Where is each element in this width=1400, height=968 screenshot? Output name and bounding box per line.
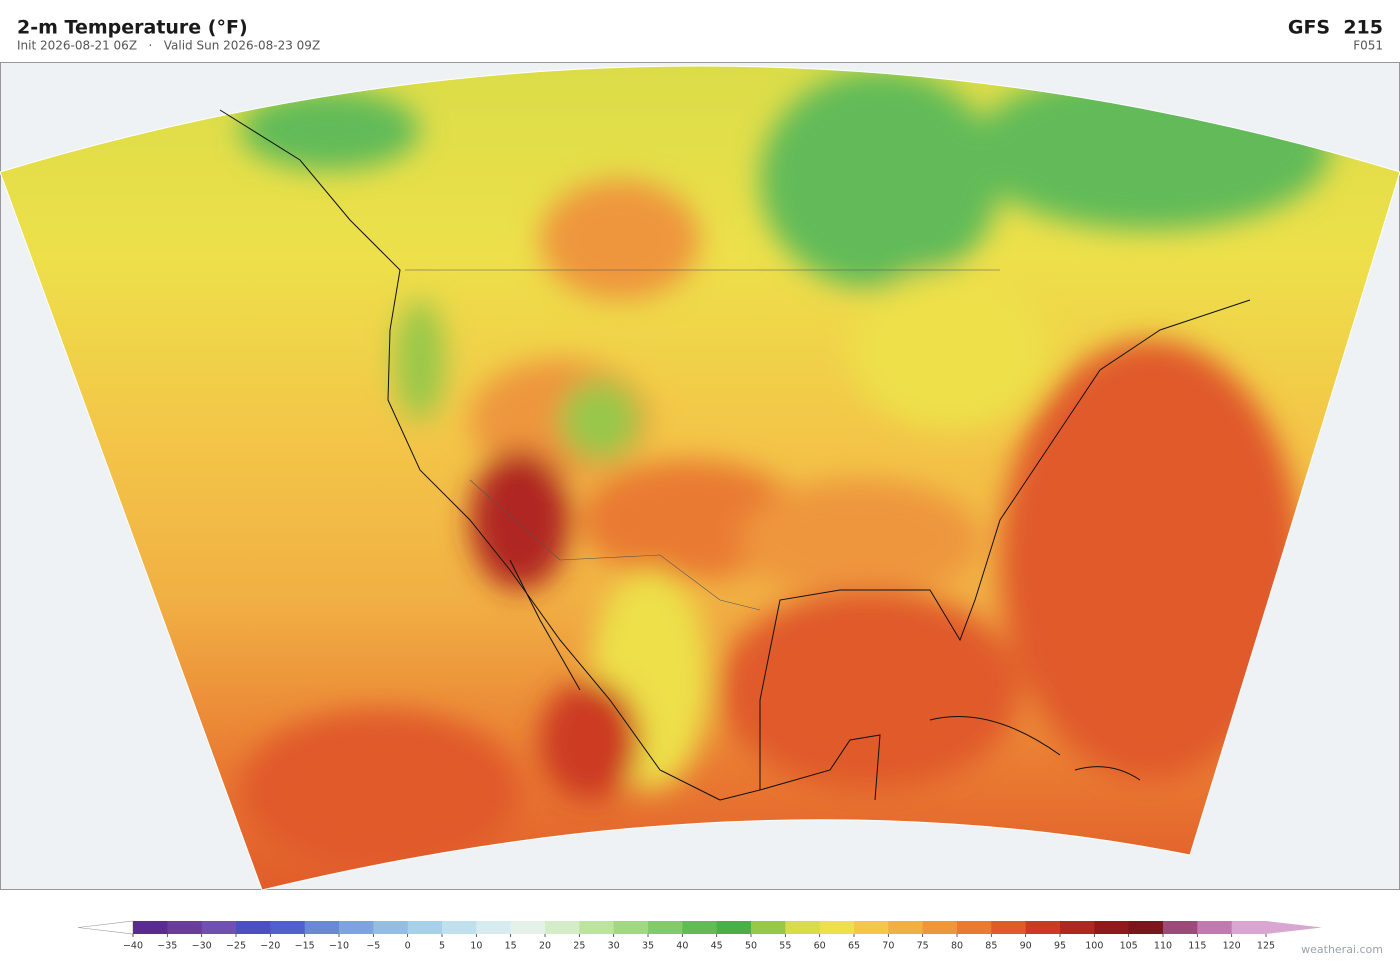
colorbar-bin: [1197, 921, 1233, 934]
colorbar-tick-label: 55: [779, 941, 791, 952]
colorbar-bin: [1060, 921, 1095, 934]
colorbar-tick-label: 105: [1120, 941, 1138, 952]
colorbar-bin: [133, 921, 168, 934]
forecast-hour: F051: [1353, 39, 1383, 53]
colorbar-tick-label: −5: [366, 941, 380, 952]
colorbar-bin: [682, 921, 718, 934]
colorbar-bin: [510, 921, 546, 934]
model-name: GFS 215: [1288, 17, 1383, 39]
colorbar-bin: [957, 921, 992, 934]
borders: [405, 269, 1000, 611]
temperature-field: [0, 66, 1400, 890]
colorbar-tick-label: −30: [192, 941, 212, 952]
colorbar-tick-label: 120: [1223, 941, 1241, 952]
colorbar-bin: [167, 921, 203, 934]
colorbar-tick-label: 65: [848, 941, 860, 952]
colorbar-tick-label: 0: [405, 941, 411, 952]
colorbar-bin: [545, 921, 580, 934]
colorbar-tick-label: 85: [985, 941, 997, 952]
colorbar-tick-label: −35: [157, 941, 177, 952]
colorbar-tick-label: 80: [951, 941, 963, 952]
colorbar: −40 −35 −30 −25 −20 −15 −10 −5 0 5 10 15 20 25 30 35 40 4…: [77, 920, 1322, 952]
colorbar-tick-label: 45: [711, 941, 723, 952]
colorbar-tick-label: −25: [226, 941, 246, 952]
colorbar-bin: [751, 921, 786, 934]
colorbar-under: [77, 920, 134, 935]
colorbar-bin: [476, 921, 512, 934]
colorbar-bin: [270, 921, 306, 934]
colorbar-tick-label: 115: [1188, 941, 1206, 952]
colorbar-bin: [1025, 921, 1061, 934]
colorbar-tick-label: 75: [917, 941, 929, 952]
colorbar-bin: [442, 921, 477, 934]
colorbar-tick-label: 70: [882, 941, 894, 952]
colorbar-bin: [407, 921, 443, 934]
colorbar-tick-label: 110: [1154, 941, 1172, 952]
colorbar-bin: [991, 921, 1027, 934]
watermark: weatherai.com: [1301, 943, 1383, 956]
colorbar-tick-label: 40: [676, 941, 688, 952]
colorbar-tick-label: −20: [260, 941, 280, 952]
colorbar-bin: [854, 921, 889, 934]
colorbar-tick-label: 10: [470, 941, 482, 952]
colorbar-bin: [373, 921, 409, 934]
map-title: 2-m Temperature (°F): [17, 17, 248, 39]
colorbar-bin: [716, 921, 752, 934]
colorbar-bin: [922, 921, 958, 934]
colorbar-bin: [1128, 921, 1164, 934]
colorbar-bin: [819, 921, 855, 934]
coastlines: [219, 109, 1251, 801]
colorbar-tick-label: 50: [745, 941, 757, 952]
colorbar-bin: [1094, 921, 1130, 934]
domain-edge: [0, 65, 1400, 891]
colorbar-bin: [201, 921, 237, 934]
colorbar-tick-label: −40: [123, 941, 143, 952]
colorbar-bin: [1231, 921, 1267, 934]
colorbar-over: [1266, 921, 1322, 934]
colorbar-bin: [236, 921, 271, 934]
colorbar-tick-label: 35: [642, 941, 654, 952]
colorbar-tick-label: −15: [295, 941, 315, 952]
map: [0, 62, 1400, 891]
colorbar-tick-label: 30: [608, 941, 620, 952]
colorbar-bin: [613, 921, 649, 934]
colorbar-tick-label: 95: [1054, 941, 1066, 952]
colorbar-bin: [648, 921, 683, 934]
colorbar-tick-label: 25: [573, 941, 585, 952]
colorbar-tick-label: −10: [329, 941, 349, 952]
colorbar-bin: [888, 921, 924, 934]
colorbar-bin: [339, 921, 374, 934]
colorbar-tick-label: 5: [439, 941, 445, 952]
colorbar-bin: [304, 921, 340, 934]
colorbar-bin: [579, 921, 615, 934]
colorbar-tick-label: 90: [1020, 941, 1032, 952]
colorbar-tick-label: 100: [1085, 941, 1103, 952]
colorbar-tick-label: 20: [539, 941, 551, 952]
colorbar-tick-label: 125: [1257, 941, 1275, 952]
colorbar-tick-label: 60: [814, 941, 826, 952]
map-subtitle: Init 2026-08-21 06Z · Valid Sun 2026-08-…: [17, 39, 320, 53]
colorbar-bin: [1163, 921, 1198, 934]
colorbar-bin: [785, 921, 821, 934]
colorbar-tick-label: 15: [505, 941, 517, 952]
